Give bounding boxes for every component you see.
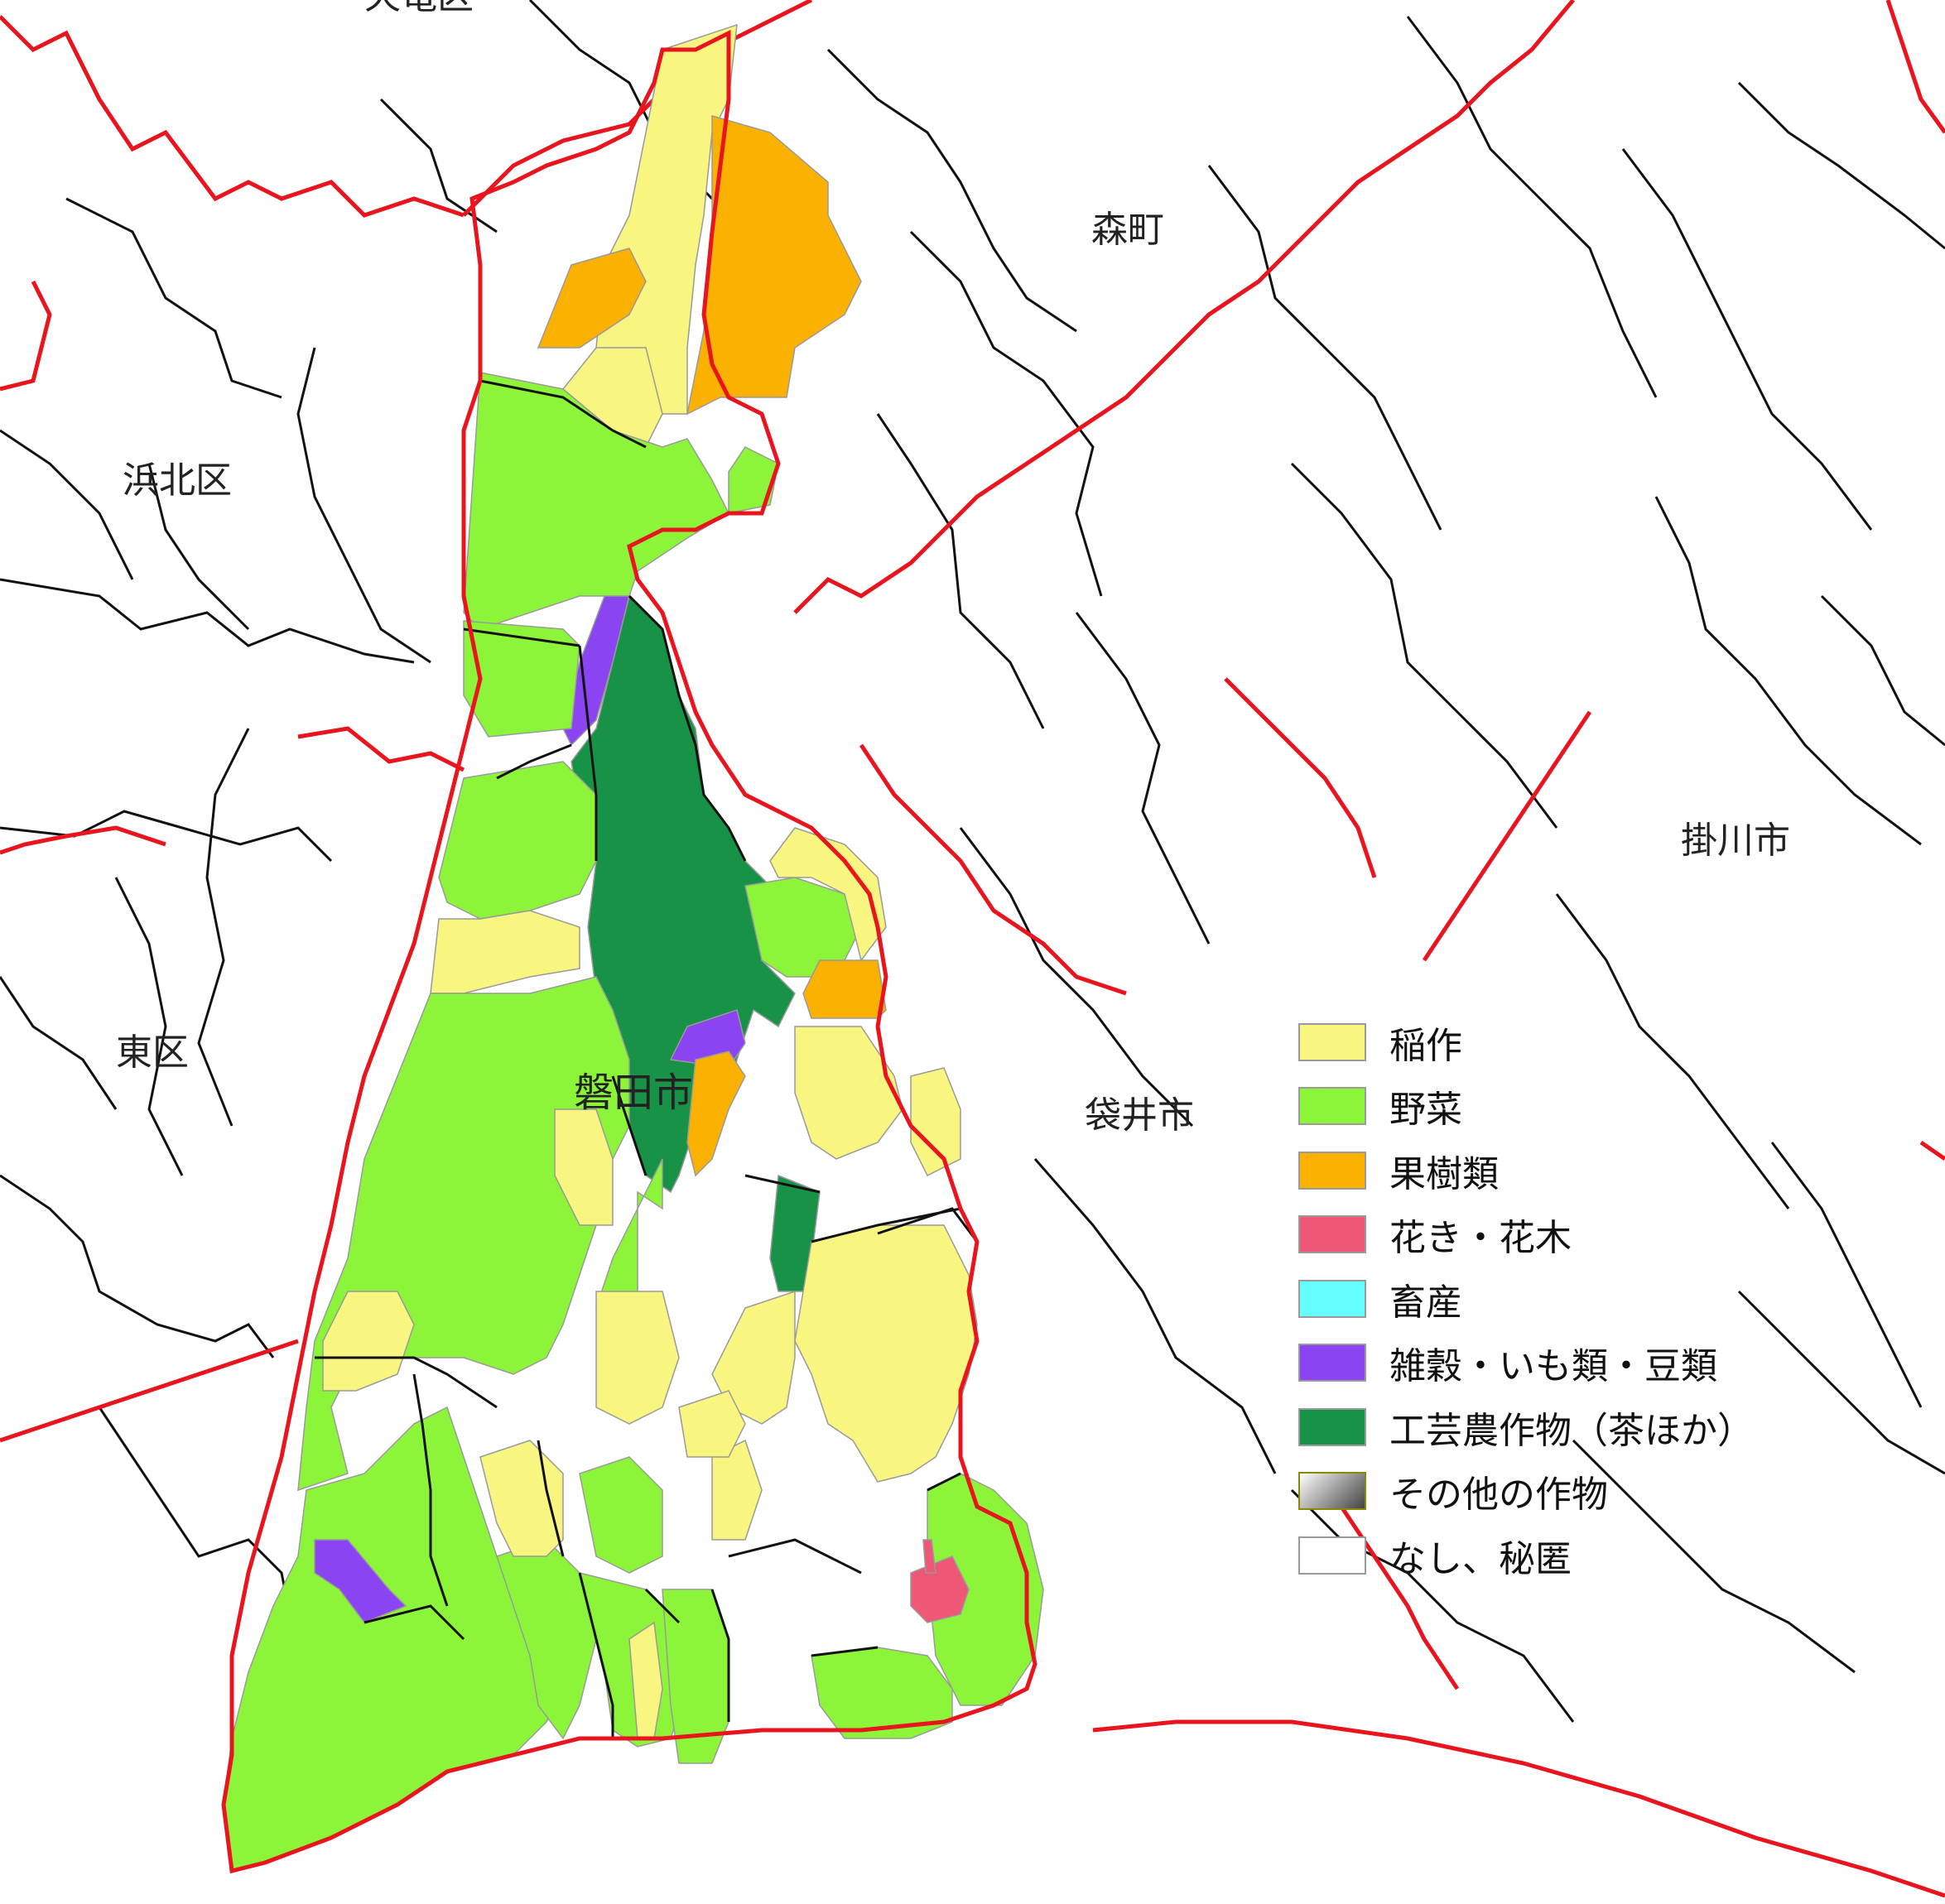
region-fruit xyxy=(686,115,862,416)
legend-swatch xyxy=(1298,1407,1366,1446)
legend-item: 野菜 xyxy=(1298,1075,1762,1139)
label-tenryu: 天竜区 xyxy=(364,0,474,17)
region-vegetable xyxy=(579,1456,663,1574)
legend-item: 畜産 xyxy=(1298,1267,1762,1331)
legend-swatch xyxy=(1298,1215,1366,1254)
map-legend: 稲作 野菜 果樹類 花き・花木 畜産 雑穀・いも類・豆類 工芸農作物（茶ほか） xyxy=(1298,1010,1762,1588)
iwata-regions xyxy=(223,23,1044,1872)
region-rice xyxy=(711,1439,763,1541)
label-kakegawa: 掛川市 xyxy=(1681,820,1790,862)
region-rice xyxy=(322,1291,415,1392)
legend-label: 雑穀・いも類・豆類 xyxy=(1389,1345,1717,1388)
legend-swatch xyxy=(1298,1344,1366,1382)
region-vegetable xyxy=(811,1647,953,1739)
legend-item: 工芸農作物（茶ほか） xyxy=(1298,1395,1762,1459)
region-rice xyxy=(794,1026,903,1160)
legend-item: 果樹類 xyxy=(1298,1138,1762,1203)
legend-item: なし、秘匿 xyxy=(1298,1523,1762,1588)
region-fruit xyxy=(686,1051,746,1177)
legend-swatch xyxy=(1298,1022,1366,1061)
region-rice xyxy=(794,1224,978,1483)
label-mori: 森町 xyxy=(1091,209,1164,251)
region-rice xyxy=(554,1108,614,1226)
region-flower xyxy=(922,1539,936,1574)
region-rice xyxy=(628,1621,663,1739)
legend-swatch xyxy=(1298,1279,1366,1318)
surrounding-boundaries xyxy=(0,0,1945,1723)
label-iwata: 磐田市 xyxy=(574,1070,693,1116)
legend-label: 花き・花木 xyxy=(1389,1217,1572,1260)
legend-item: 花き・花木 xyxy=(1298,1203,1762,1267)
region-grain xyxy=(314,1539,407,1623)
label-fukuroi: 袋井市 xyxy=(1085,1094,1194,1137)
region-fruit xyxy=(537,248,647,349)
region-rice xyxy=(910,1067,961,1177)
region-rice xyxy=(711,1290,796,1425)
region-rice xyxy=(678,1390,746,1458)
legend-label: 稲作 xyxy=(1389,1024,1462,1067)
region-vegetable xyxy=(438,761,597,920)
iwata-districts xyxy=(315,379,979,1738)
region-rice xyxy=(430,910,580,994)
legend-swatch xyxy=(1298,1151,1366,1190)
label-hamakita: 浜北区 xyxy=(123,459,232,502)
legend-swatch xyxy=(1298,1087,1366,1126)
legend-item: 雑穀・いも類・豆類 xyxy=(1298,1331,1762,1396)
legend-label: 果樹類 xyxy=(1389,1152,1499,1195)
region-rice xyxy=(769,827,887,962)
legend-label: その他の作物 xyxy=(1389,1474,1608,1517)
legend-label: なし、秘匿 xyxy=(1389,1537,1572,1580)
legend-label: 野菜 xyxy=(1389,1089,1462,1132)
region-vegetable xyxy=(297,976,630,1492)
region-fruit xyxy=(802,959,887,1019)
legend-item: その他の作物 xyxy=(1298,1459,1762,1524)
label-higashi: 東区 xyxy=(116,1031,189,1074)
region-vegetable xyxy=(463,620,580,738)
place-labels: 天竜区 森町 浜北区 東区 袋井市 掛川市 磐田市 xyxy=(116,0,1790,1137)
legend-item: 稲作 xyxy=(1298,1010,1762,1075)
region-rice xyxy=(595,1291,680,1425)
legend-swatch xyxy=(1298,1472,1366,1511)
region-rice xyxy=(479,1440,564,1557)
iwata-outline xyxy=(221,29,1037,1874)
legend-label: 畜産 xyxy=(1389,1281,1462,1324)
legend-swatch xyxy=(1298,1536,1366,1575)
legend-label: 工芸農作物（茶ほか） xyxy=(1389,1409,1754,1452)
